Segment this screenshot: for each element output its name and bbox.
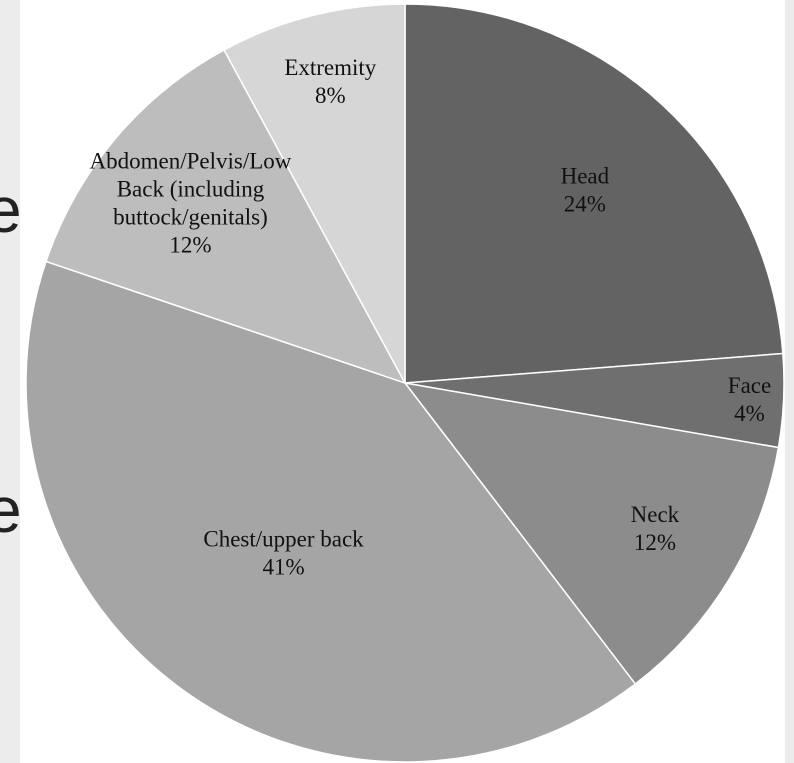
slice-category-label: Head <box>561 163 610 188</box>
chart-panel: Head 24% Face 4% Neck 12% Chest/upper back 41% A… <box>20 0 785 763</box>
slice-value-label: 41% <box>262 554 304 579</box>
slice-value-label: 24% <box>564 191 606 216</box>
pie-chart: Head 24% Face 4% Neck 12% Chest/upper back 41% A… <box>20 0 785 763</box>
slice-category-label: buttock/genitals) <box>113 204 268 229</box>
slice-category-label: Abdomen/Pelvis/Low <box>90 148 292 173</box>
slice-value-label: 12% <box>169 232 211 257</box>
slice-category-label: Face <box>728 373 771 398</box>
slice-value-label: 12% <box>634 530 676 555</box>
background-text-fragment: e <box>0 478 22 542</box>
background-text-fragment: e <box>0 178 22 242</box>
slice-category-label: Extremity <box>284 55 376 80</box>
slice-category-label: Neck <box>631 502 680 527</box>
slice-category-label: Chest/upper back <box>203 526 364 551</box>
slice-category-label: Back (including <box>117 176 265 201</box>
slice-value-label: 4% <box>734 401 765 426</box>
pie-slices <box>26 4 784 762</box>
slice-value-label: 8% <box>315 83 346 108</box>
